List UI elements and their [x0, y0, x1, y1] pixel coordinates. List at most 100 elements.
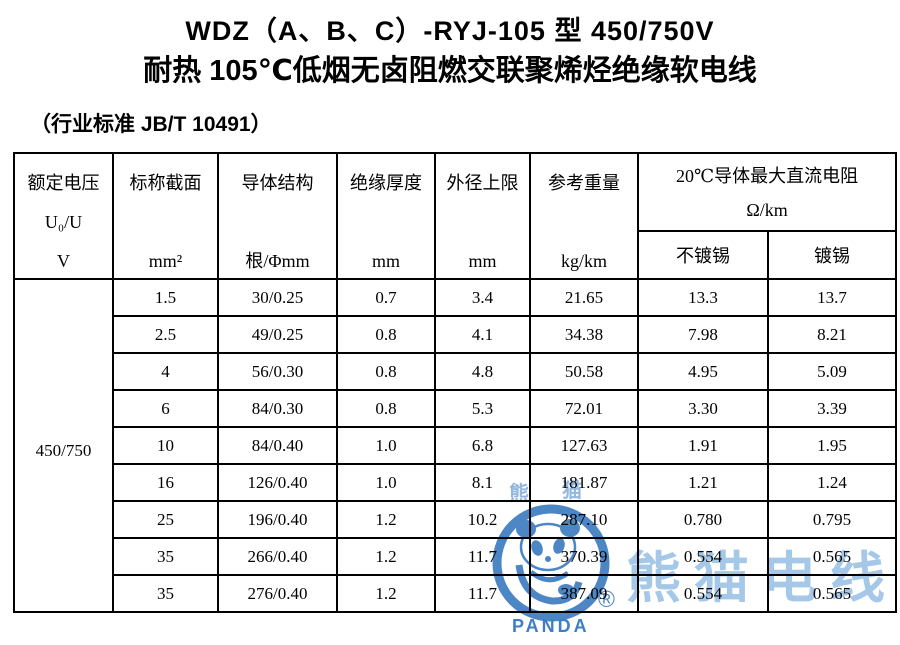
cell-weight: 370.39 — [529, 537, 639, 576]
cell-structure: 49/0.25 — [217, 315, 338, 354]
cell-weight: 127.63 — [529, 426, 639, 465]
header-tinned: 镀锡 — [766, 230, 898, 280]
header-insulation-thickness-unit: mm — [371, 251, 400, 271]
header-rated-voltage-unit: V — [57, 251, 70, 271]
document-title-line1: WDZ（A、B、C）-RYJ-105 型 450/750V — [185, 16, 715, 46]
cell-structure: 30/0.25 — [217, 278, 338, 317]
cell-structure: 126/0.40 — [217, 463, 338, 502]
cell-diameter: 3.4 — [434, 278, 531, 317]
cell-weight: 50.58 — [529, 352, 639, 391]
cell-tinned: 3.39 — [766, 389, 898, 428]
cell-diameter: 11.7 — [434, 574, 531, 613]
table-row: 6 84/0.30 0.8 5.3 72.01 3.30 3.39 — [14, 389, 898, 428]
cell-thickness: 0.8 — [336, 389, 436, 428]
table-row: 25 196/0.40 1.2 10.2 287.10 0.780 0.795 — [14, 500, 898, 539]
header-outer-diameter: 外径上限 mm — [434, 152, 531, 280]
cell-section: 1.5 — [112, 278, 219, 317]
header-dc-resistance-title: 20℃导体最大直流电阻 — [675, 166, 859, 186]
cell-tinned: 0.565 — [766, 537, 898, 576]
table-row: 450/750 1.5 30/0.25 0.7 3.4 21.65 13.3 1… — [13, 278, 898, 613]
cell-section: 25 — [112, 500, 219, 539]
cell-section: 35 — [112, 574, 219, 613]
header-outer-diameter-title: 外径上限 — [446, 173, 519, 193]
cell-structure: 84/0.40 — [217, 426, 338, 465]
cell-tinned: 13.7 — [766, 278, 898, 317]
table-row: 4 56/0.30 0.8 4.8 50.58 4.95 5.09 — [14, 352, 898, 391]
cell-section: 35 — [112, 537, 219, 576]
standard-note: （行业标准 JB/T 10491） — [30, 113, 272, 136]
cell-diameter: 4.8 — [434, 352, 531, 391]
header-nominal-section: 标称截面 mm² — [112, 152, 219, 280]
cell-weight: 21.65 — [529, 278, 639, 317]
cell-diameter: 10.2 — [434, 500, 531, 539]
cell-untinned: 4.95 — [637, 352, 769, 391]
cell-tinned: 8.21 — [766, 315, 898, 354]
cell-thickness: 1.2 — [336, 500, 436, 539]
header-rated-voltage-title: 额定电压 — [27, 173, 100, 193]
cell-diameter: 8.1 — [434, 463, 531, 502]
cell-thickness: 0.8 — [336, 315, 436, 354]
cell-structure: 56/0.30 — [217, 352, 338, 391]
table-row: 35 276/0.40 1.2 11.7 387.09 0.554 0.565 — [14, 574, 898, 613]
cell-section: 16 — [112, 463, 219, 502]
header-rated-voltage-sub: U₀/U — [44, 212, 83, 232]
header-outer-diameter-unit: mm — [468, 251, 497, 271]
cell-thickness: 1.0 — [336, 426, 436, 465]
voltage-value: 450/750 — [35, 440, 92, 460]
cell-weight: 181.87 — [529, 463, 639, 502]
header-conductor-structure-title: 导体结构 — [241, 173, 314, 193]
cell-untinned: 7.98 — [637, 315, 769, 354]
table-row: 10 84/0.40 1.0 6.8 127.63 1.91 1.95 — [14, 426, 898, 465]
cell-section: 4 — [112, 352, 219, 391]
cell-untinned: 0.554 — [637, 537, 769, 576]
cell-weight: 287.10 — [529, 500, 639, 539]
cell-untinned: 0.780 — [637, 500, 769, 539]
cell-diameter: 6.8 — [434, 426, 531, 465]
cell-tinned: 5.09 — [766, 352, 898, 391]
header-row-main: 额定电压 U₀/U V 标称截面 mm² 导体结构 根/Φmm 绝缘厚度 — [13, 152, 898, 280]
cell-weight: 387.09 — [529, 574, 639, 613]
cell-tinned: 1.95 — [766, 426, 898, 465]
panda-brand-text: PANDA — [512, 616, 590, 636]
cell-thickness: 1.0 — [336, 463, 436, 502]
table-row: 16 126/0.40 1.0 8.1 181.87 1.21 1.24 — [14, 463, 898, 502]
cell-thickness: 0.7 — [336, 278, 436, 317]
cell-untinned: 0.554 — [637, 574, 769, 613]
cell-structure: 84/0.30 — [217, 389, 338, 428]
cell-untinned: 1.21 — [637, 463, 769, 502]
table-row: 2.5 49/0.25 0.8 4.1 34.38 7.98 8.21 — [14, 315, 898, 354]
header-dc-resistance: 20℃导体最大直流电阻 Ω/km — [636, 152, 898, 232]
cell-section: 2.5 — [112, 315, 219, 354]
header-rated-voltage: 额定电压 U₀/U V — [13, 152, 114, 280]
table-row: 35 266/0.40 1.2 11.7 370.39 0.554 0.565 — [14, 537, 898, 576]
header-reference-weight-title: 参考重量 — [548, 173, 620, 193]
cell-untinned: 3.30 — [637, 389, 769, 428]
cell-diameter: 5.3 — [434, 389, 531, 428]
cell-weight: 34.38 — [529, 315, 639, 354]
header-conductor-structure: 导体结构 根/Φmm — [217, 152, 338, 280]
cell-thickness: 0.8 — [336, 352, 436, 391]
cell-section: 6 — [112, 389, 219, 428]
cell-structure: 266/0.40 — [217, 537, 338, 576]
cell-tinned: 0.795 — [766, 500, 898, 539]
header-insulation-thickness: 绝缘厚度 mm — [336, 152, 436, 280]
cell-untinned: 13.3 — [637, 278, 769, 317]
header-conductor-structure-unit: 根/Φmm — [245, 251, 310, 271]
cell-thickness: 1.2 — [336, 537, 436, 576]
header-nominal-section-title: 标称截面 — [129, 173, 202, 193]
cell-structure: 196/0.40 — [217, 500, 338, 539]
cell-diameter: 11.7 — [434, 537, 531, 576]
header-dc-resistance-unit: Ω/km — [746, 200, 788, 220]
cell-diameter: 4.1 — [434, 315, 531, 354]
cell-tinned: 0.565 — [766, 574, 898, 613]
cell-tinned: 1.24 — [766, 463, 898, 502]
header-untinned: 不镀锡 — [637, 230, 769, 280]
cell-structure: 276/0.40 — [217, 574, 338, 613]
header-reference-weight-unit: kg/km — [560, 251, 607, 271]
document-title-line2: 耐热 105℃低烟无卤阻燃交联聚烯烃绝缘软电线 — [143, 55, 757, 87]
cell-thickness: 1.2 — [336, 574, 436, 613]
header-row-sub: 不镀锡 镀锡 — [14, 230, 898, 280]
header-insulation-thickness-title: 绝缘厚度 — [350, 173, 422, 193]
header-nominal-section-unit: mm² — [148, 251, 183, 271]
cell-voltage: 450/750 — [13, 278, 114, 613]
